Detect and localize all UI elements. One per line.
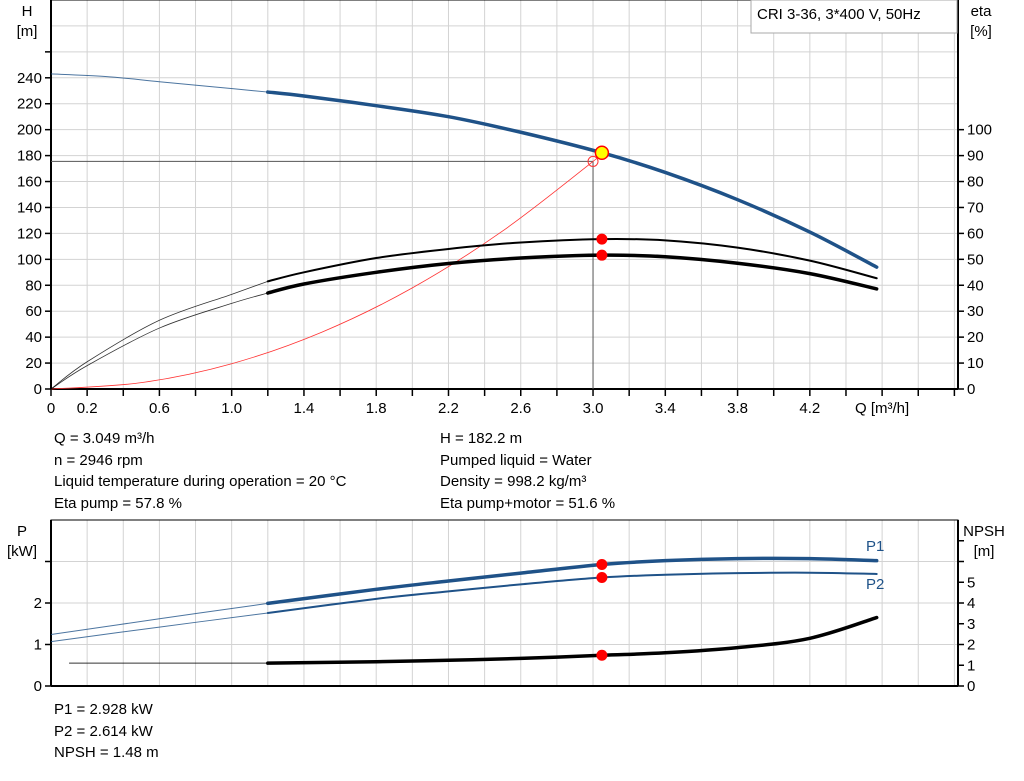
p2-duty-marker bbox=[596, 572, 608, 584]
y-right-tick-label: 10 bbox=[967, 355, 984, 372]
qh-panel: 0 20 40 60 80 100 120 140 160 180 200 220 240 0 10 20 30… bbox=[17, 0, 993, 417]
x-tick-label: 3.8 bbox=[727, 400, 748, 417]
head-curve-extrapolated bbox=[50, 73, 268, 93]
npsh-duty-marker bbox=[596, 649, 608, 661]
y-right-tick-label: 30 bbox=[967, 303, 984, 320]
y-left-tick-label: 100 bbox=[17, 251, 42, 268]
y-left-tick-label: 80 bbox=[25, 277, 42, 294]
plot-frame bbox=[50, 0, 959, 390]
y-left-tick-label: 60 bbox=[25, 303, 42, 320]
y-left-tick-label: 0 bbox=[34, 381, 42, 398]
x-axis-label: Q [m³/h] bbox=[855, 400, 909, 417]
x-tick-label: 4.2 bbox=[799, 400, 820, 417]
info-density: Density = 998.2 kg/m³ bbox=[440, 473, 587, 490]
head-curve bbox=[266, 90, 879, 269]
y-right-tick-label: 60 bbox=[967, 225, 984, 242]
y-right-axis-label: [m] bbox=[974, 543, 995, 560]
y-right-tick-label: 1 bbox=[967, 657, 975, 674]
x-tick-label: 1.8 bbox=[366, 400, 387, 417]
chart-title: CRI 3-36, 3*400 V, 50Hz bbox=[757, 6, 921, 23]
info-flow: Q = 3.049 m³/h bbox=[54, 430, 155, 447]
y-left-tick-label: 220 bbox=[17, 96, 42, 113]
info-p1: P1 = 2.928 kW bbox=[54, 701, 153, 718]
y-left-tick-label: 0 bbox=[34, 678, 42, 695]
x-tick-label: 1.0 bbox=[221, 400, 242, 417]
duty-info-left: Q = 3.049 m³/h n = 2946 rpm Liquid tempe… bbox=[54, 428, 346, 514]
y-right-tick-label: 20 bbox=[967, 329, 984, 346]
info-eta-pump-motor: Eta pump+motor = 51.6 % bbox=[440, 494, 616, 512]
x-tick-label: 1.4 bbox=[294, 400, 315, 417]
y-left-axis-label: H bbox=[22, 3, 33, 20]
y-left-axis-label: [m] bbox=[17, 23, 38, 40]
y-right-axis-label: [%] bbox=[970, 23, 992, 40]
x-tick-label: 0 bbox=[47, 400, 55, 417]
info-eta-pump: Eta pump = 57.8 % bbox=[54, 494, 182, 512]
eta-pump-duty-marker bbox=[596, 233, 608, 245]
x-tick-label: 2.6 bbox=[510, 400, 531, 417]
y-right-tick-label: 0 bbox=[967, 678, 975, 695]
y-left-axis-label: P bbox=[17, 523, 27, 540]
y-right-tick-label: 3 bbox=[967, 616, 975, 633]
power-npsh-panel: 0 1 2 0 1 2 3 4 5 P [kW] NPSH [m] P1 P2 bbox=[7, 519, 1005, 695]
eta-pump-motor-curve-extrapolated bbox=[50, 292, 268, 390]
y-right-axis-label: NPSH bbox=[963, 523, 1005, 540]
y-left-tick-label: 20 bbox=[25, 355, 42, 372]
y-left-tick-label: 1 bbox=[34, 637, 42, 654]
p1-curve-extrapolated bbox=[50, 602, 268, 636]
info-temperature: Liquid temperature during operation = 20… bbox=[54, 473, 347, 490]
y-right-tick-label: 70 bbox=[967, 199, 984, 216]
system-point-marker bbox=[587, 155, 599, 167]
y-right-tick-label: 5 bbox=[967, 574, 975, 591]
y-right-tick-label: 80 bbox=[967, 174, 984, 191]
p1-series-label: P1 bbox=[866, 538, 884, 555]
y-left-tick-label: 2 bbox=[34, 595, 42, 612]
info-p2: P2 = 2.614 kW bbox=[54, 722, 153, 740]
y-left-axis-label: [kW] bbox=[7, 543, 37, 560]
p1-curve bbox=[266, 556, 879, 606]
duty-info-right: H = 182.2 m Pumped liquid = Water Densit… bbox=[440, 428, 615, 514]
x-tick-label: 0.6 bbox=[149, 400, 170, 417]
info-head: H = 182.2 m bbox=[440, 430, 523, 447]
y-right-axis-label: eta bbox=[971, 3, 993, 20]
y-left-tick-label: 40 bbox=[25, 329, 42, 346]
y-right-tick-label: 0 bbox=[967, 381, 975, 398]
eta-pump-motor-curve bbox=[266, 253, 879, 295]
y-right-tick-label: 4 bbox=[967, 595, 975, 612]
eta-pump-motor-duty-marker bbox=[596, 249, 608, 261]
y-left-tick-label: 140 bbox=[17, 199, 42, 216]
y-right-tick-label: 2 bbox=[967, 637, 975, 654]
eta-pump-curve bbox=[266, 237, 878, 283]
p2-curve-extrapolated bbox=[50, 612, 268, 643]
p2-curve bbox=[266, 571, 878, 614]
npsh-curve bbox=[266, 615, 879, 665]
x-tick-label: 0.2 bbox=[77, 400, 98, 417]
y-left-tick-label: 200 bbox=[17, 122, 42, 139]
y-right-tick-label: 50 bbox=[967, 251, 984, 268]
duty-point-marker bbox=[594, 145, 610, 160]
y-right-tick-label: 100 bbox=[967, 122, 992, 139]
eta-pump-curve-extrapolated bbox=[50, 281, 268, 390]
info-npsh: NPSH = 1.48 m bbox=[54, 744, 159, 761]
p1-duty-marker bbox=[596, 558, 608, 570]
y-left-tick-label: 160 bbox=[17, 174, 42, 191]
y-left-tick-label: 240 bbox=[17, 70, 42, 87]
system-curve bbox=[50, 152, 604, 390]
x-tick-label: 3.0 bbox=[583, 400, 604, 417]
p2-series-label: P2 bbox=[866, 576, 884, 593]
x-tick-label: 3.4 bbox=[655, 400, 676, 417]
y-left-tick-label: 120 bbox=[17, 225, 42, 242]
power-info: P1 = 2.928 kW P2 = 2.614 kW NPSH = 1.48 … bbox=[54, 699, 159, 764]
title-box bbox=[750, 0, 958, 34]
x-tick-label: 2.2 bbox=[438, 400, 459, 417]
y-right-tick-label: 40 bbox=[967, 277, 984, 294]
info-liquid: Pumped liquid = Water bbox=[440, 451, 592, 469]
y-left-tick-label: 180 bbox=[17, 148, 42, 165]
y-right-tick-label: 90 bbox=[967, 148, 984, 165]
info-speed: n = 2946 rpm bbox=[54, 451, 143, 469]
